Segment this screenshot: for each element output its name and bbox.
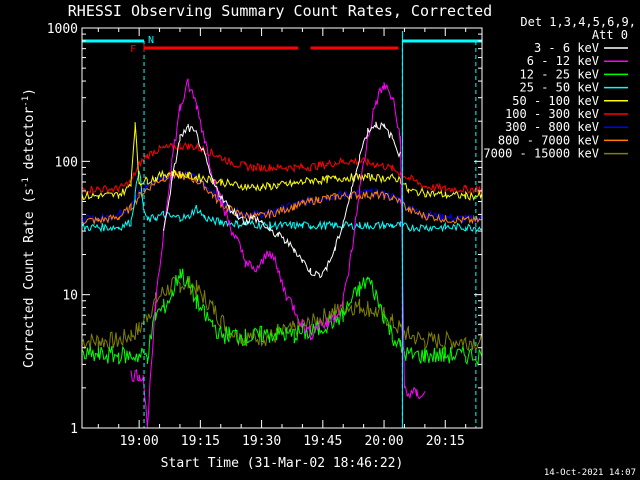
x-tick-label: 19:30	[242, 434, 281, 449]
legend-label: 100 - 300 keV	[505, 107, 599, 121]
x-tick-label: 20:15	[426, 434, 465, 449]
y-axis-label-end: )	[22, 88, 37, 96]
series-line-100-300-kev	[81, 142, 483, 195]
y-axis: 1 10 100 1000	[47, 22, 482, 437]
series-line-50-100-kev	[81, 122, 483, 201]
x-tick-label: 19:15	[181, 434, 220, 449]
legend-label: 50 - 100 keV	[512, 94, 599, 108]
series-line-12-25-kev	[81, 268, 483, 367]
legend-header-detectors: Det 1,3,4,5,6,9,	[520, 15, 636, 29]
series-line-7000-15000-kev	[81, 276, 483, 352]
y-axis-label-main: Corrected Count Rate (s	[22, 188, 37, 368]
legend-label: 12 - 25 keV	[520, 67, 599, 81]
y-axis-label-sup1: -1	[21, 177, 31, 188]
x-tick-label: 19:45	[303, 434, 342, 449]
x-tick-label: 19:00	[120, 434, 159, 449]
legend-label: 25 - 50 keV	[520, 81, 599, 95]
y-axis-label: Corrected Count Rate (s-1 detector-1)	[21, 88, 37, 368]
legend-label: 7000 - 15000 keV	[483, 147, 599, 161]
legend-header-attenuator: Att 0	[592, 28, 628, 42]
series-line-6-12-kev	[130, 78, 426, 429]
y-axis-label-mid: detector	[22, 107, 37, 178]
f-flag-label: F	[130, 44, 136, 55]
legend-label: 800 - 7000 keV	[498, 133, 599, 147]
legend-label: 6 - 12 keV	[527, 54, 599, 68]
series-line-25-50-kev	[81, 170, 483, 233]
chart-title: RHESSI Observing Summary Count Rates, Co…	[68, 2, 492, 20]
series-line-800-7000-kev	[81, 169, 483, 226]
footer-date: 14-Oct-2021 14:07	[544, 468, 636, 478]
series-line-3-6-kev	[163, 121, 401, 279]
n-flag-label: N	[148, 35, 154, 46]
x-tick-label: 20:00	[364, 434, 403, 449]
y-tick-label: 10	[62, 289, 78, 304]
legend-label: 300 - 800 keV	[505, 120, 599, 134]
legend-label: 3 - 6 keV	[534, 41, 599, 55]
y-axis-label-sup2: -1	[21, 96, 31, 107]
x-axis-label: Start Time (31-Mar-02 18:46:22)	[161, 456, 404, 471]
y-tick-label: 100	[55, 155, 78, 170]
y-tick-label: 1000	[47, 22, 78, 37]
x-axis: 19:00 19:15 19:30 19:45 20:00 20:15	[97, 28, 467, 449]
y-tick-label: 1	[70, 422, 78, 437]
plot-area: NF	[81, 31, 483, 429]
